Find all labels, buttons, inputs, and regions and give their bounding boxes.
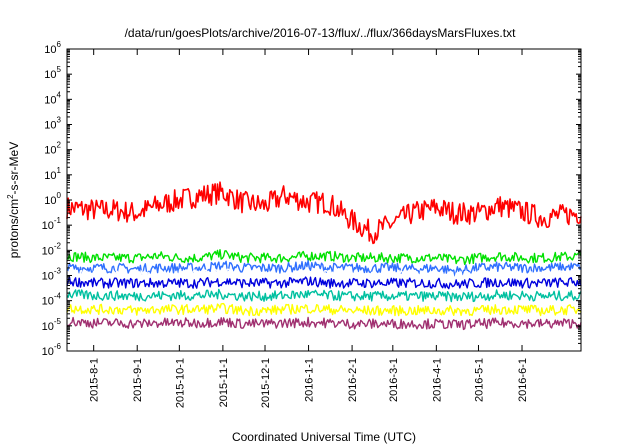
y-axis-label-suffix: -s-sr-MeV: [7, 142, 21, 195]
series-line-1: [66, 181, 582, 245]
y-tick-label: 10-4: [42, 292, 62, 308]
x-tick-label: 2016-3-1: [388, 358, 400, 402]
x-tick-label: 2015-10-1: [174, 358, 186, 408]
y-tick-label: 100: [44, 191, 61, 207]
y-tick-label: 10-3: [42, 267, 62, 283]
x-tick-label: 2016-2-1: [347, 358, 359, 402]
y-tick-label: 10-5: [42, 317, 62, 333]
y-axis-label-prefix: protons/cm: [7, 199, 21, 258]
y-tick-label: 10-1: [42, 216, 62, 232]
x-tick-label: 2015-11-1: [218, 358, 230, 407]
series-line-6: [66, 288, 582, 303]
x-tick-label: 2015-8-1: [89, 358, 101, 402]
series-line-2: [66, 248, 582, 266]
x-axis: 2015-8-1 2015-9-1 2015-10-1 2015-11-1 2015-1…: [89, 49, 529, 408]
series-line-4: [66, 268, 582, 282]
chart-title: /data/run/goesPlots/archive/2016-07-13/f…: [125, 26, 517, 40]
y-axis: 10-6 10-5 10-4 10-3 10-2 10-1 100 101 102 103 104 1…: [42, 40, 581, 358]
series-line-5: [66, 276, 582, 290]
y-tick-label: 10-6: [42, 342, 62, 358]
y-tick-label: 10-2: [42, 241, 62, 257]
x-tick-label: 2016-5-1: [473, 358, 485, 402]
y-tick-label: 101: [44, 166, 61, 182]
y-tick-label: 105: [44, 65, 61, 81]
x-axis-label: Coordinated Universal Time (UTC): [232, 430, 416, 444]
x-tick-label: 2016-4-1: [431, 358, 443, 402]
y-axis-label-sup: 2: [6, 194, 15, 199]
x-tick-label: 2016-1-1: [304, 358, 316, 402]
series-line-7: [66, 302, 582, 317]
x-tick-label: 2015-9-1: [132, 358, 144, 402]
y-tick-label: 103: [44, 116, 61, 132]
x-tick-label: 2015-12-1: [260, 358, 272, 408]
y-tick-label: 104: [44, 90, 61, 106]
series-line-8: [66, 316, 582, 331]
y-axis-label: protons/cm2-s-sr-MeV: [6, 142, 21, 258]
y-tick-label: 106: [44, 40, 61, 56]
x-tick-label: 2016-6-1: [517, 358, 529, 402]
y-tick-label: 102: [44, 141, 61, 157]
series-layer: [66, 181, 582, 331]
